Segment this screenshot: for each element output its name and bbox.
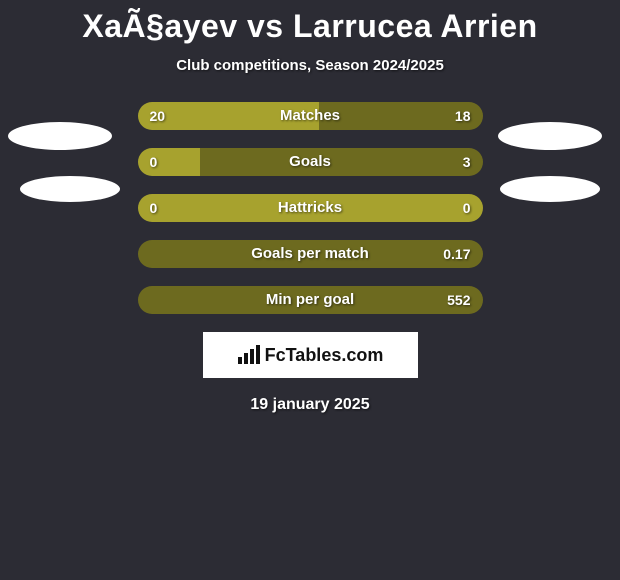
stat-bar: Hattricks00 <box>138 194 483 222</box>
decorative-ellipse <box>498 122 602 150</box>
stat-bar: Min per goal552 <box>138 286 483 314</box>
stat-bar: Goals per match0.17 <box>138 240 483 268</box>
stat-bar-left <box>138 102 319 130</box>
page-title: XaÃ§ayev vs Larrucea Arrien <box>0 0 620 45</box>
stat-bar-left <box>138 148 200 176</box>
comparison-bars: Matches2018 Goals03 Hattricks00 Goals per m… <box>138 102 483 314</box>
subtitle: Club competitions, Season 2024/2025 <box>0 57 620 74</box>
stat-bar: Goals03 <box>138 148 483 176</box>
stat-bar-left <box>138 194 483 222</box>
stat-bar: Matches2018 <box>138 102 483 130</box>
decorative-ellipse <box>8 122 112 150</box>
stat-bar-right <box>200 148 483 176</box>
stat-bar-right <box>138 286 483 314</box>
decorative-ellipse <box>500 176 600 202</box>
logo-text: FcTables.com <box>265 345 384 366</box>
site-logo: FcTables.com <box>237 345 384 366</box>
logo-box: FcTables.com <box>203 332 418 378</box>
bars-icon <box>237 345 261 365</box>
stat-bar-right <box>319 102 483 130</box>
stat-bar-right <box>138 240 483 268</box>
decorative-ellipse <box>20 176 120 202</box>
date-text: 19 january 2025 <box>0 396 620 414</box>
